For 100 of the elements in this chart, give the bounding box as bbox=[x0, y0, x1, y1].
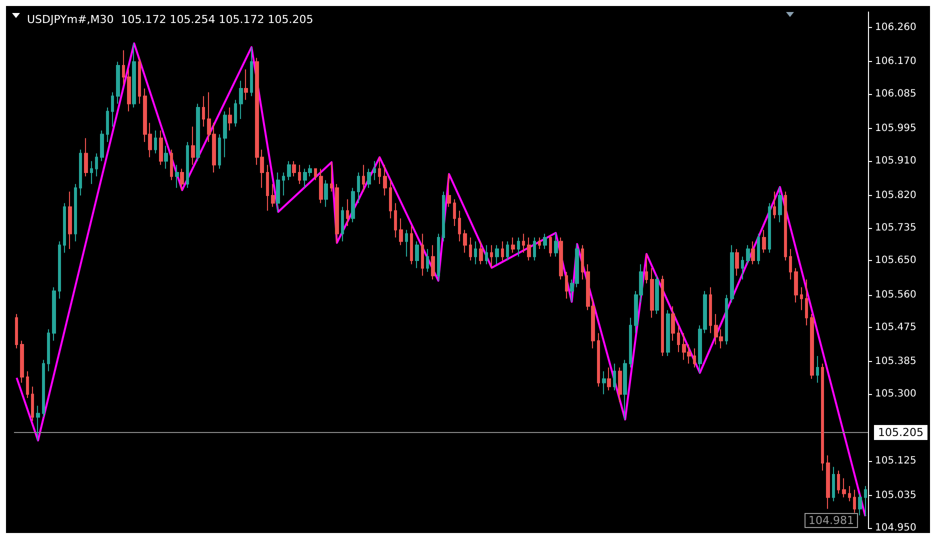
candlestick bbox=[650, 268, 654, 318]
candlestick bbox=[36, 405, 40, 441]
candlestick bbox=[474, 240, 477, 265]
candlestick bbox=[463, 229, 467, 254]
candlestick bbox=[42, 359, 45, 418]
candlestick bbox=[378, 156, 381, 184]
candlestick bbox=[666, 310, 670, 356]
y-tick-label: 105.910 bbox=[875, 156, 916, 167]
candlestick bbox=[74, 184, 77, 242]
candlestick bbox=[501, 240, 504, 261]
candlestick bbox=[330, 162, 333, 192]
candlestick bbox=[180, 168, 184, 191]
y-tick-label: 106.085 bbox=[875, 88, 916, 100]
candlestick bbox=[373, 160, 376, 181]
candlestick bbox=[607, 366, 611, 391]
candlestick bbox=[122, 50, 125, 86]
candlestick bbox=[837, 470, 840, 494]
candlestick bbox=[602, 370, 606, 395]
candlestick bbox=[228, 107, 232, 131]
candlestick bbox=[821, 363, 824, 472]
candlestick bbox=[469, 237, 472, 261]
candlestick bbox=[671, 306, 675, 342]
candlestick bbox=[95, 152, 98, 177]
candlestick bbox=[810, 313, 814, 380]
y-tick-label: 105.995 bbox=[875, 123, 916, 134]
candlestick bbox=[116, 61, 120, 104]
candlestick bbox=[864, 485, 867, 517]
y-tick-label: 104.950 bbox=[875, 522, 916, 534]
candlestick bbox=[26, 370, 29, 399]
candlestick bbox=[383, 164, 387, 196]
y-tick-label: 105.035 bbox=[875, 490, 916, 502]
candlestick bbox=[127, 68, 131, 112]
candlestick bbox=[341, 206, 344, 242]
candlestick bbox=[175, 164, 179, 188]
y-tick-label: 105.385 bbox=[875, 356, 916, 368]
candlestick bbox=[319, 168, 323, 204]
ref-line-label: 105.205 bbox=[878, 426, 924, 439]
candlestick bbox=[405, 229, 408, 258]
candlestick bbox=[106, 107, 109, 142]
candlestick bbox=[768, 202, 771, 254]
candlestick bbox=[250, 46, 253, 97]
y-tick-label: 106.260 bbox=[875, 22, 916, 33]
candlestick bbox=[154, 130, 157, 154]
y-tick-label: 105.125 bbox=[875, 456, 916, 467]
candlestick bbox=[784, 191, 787, 261]
candlestick bbox=[266, 164, 269, 212]
chart-title: USDJPYm#,M30 105.172 105.254 105.172 105.205 bbox=[27, 13, 314, 26]
candlestick bbox=[495, 244, 499, 265]
candlestick bbox=[52, 286, 56, 342]
candlestick bbox=[618, 366, 622, 402]
y-tick-label: 105.300 bbox=[875, 388, 916, 400]
candlestick bbox=[276, 172, 280, 212]
candlestick bbox=[549, 235, 552, 258]
candlestick bbox=[629, 317, 632, 368]
candlestick bbox=[757, 233, 760, 265]
candlestick bbox=[778, 186, 782, 223]
candlestick bbox=[31, 386, 34, 422]
candlestick bbox=[490, 244, 493, 268]
y-tick-label: 105.475 bbox=[875, 322, 916, 333]
candlestick bbox=[543, 233, 547, 250]
candlestick bbox=[58, 240, 61, 300]
candlestick bbox=[485, 244, 488, 265]
candlestick bbox=[20, 340, 24, 384]
candlestick bbox=[431, 244, 435, 280]
candlestick bbox=[298, 164, 301, 184]
candlestick bbox=[735, 248, 739, 276]
candlestick bbox=[832, 466, 835, 502]
candlestick bbox=[287, 160, 291, 181]
candlestick bbox=[324, 180, 328, 208]
candlestick bbox=[170, 149, 173, 181]
candlestick bbox=[223, 110, 227, 158]
candlestick bbox=[506, 240, 509, 261]
candlestick bbox=[415, 240, 419, 269]
candlestick bbox=[789, 248, 792, 280]
candlestick bbox=[244, 68, 248, 100]
candlestick bbox=[805, 279, 808, 326]
candlestick bbox=[314, 168, 317, 181]
candlestick bbox=[527, 237, 531, 261]
candlestick bbox=[234, 99, 237, 128]
candlestick bbox=[533, 237, 536, 261]
candlestick bbox=[826, 454, 830, 510]
candlestick bbox=[367, 168, 371, 188]
candlestick bbox=[746, 244, 750, 265]
candlestick bbox=[399, 218, 403, 246]
candlestick bbox=[335, 184, 339, 244]
candlestick bbox=[858, 493, 862, 516]
candlestick bbox=[730, 244, 734, 303]
candlestick bbox=[848, 485, 851, 502]
candlestick bbox=[655, 275, 659, 314]
candlestick bbox=[191, 126, 195, 166]
candlestick bbox=[15, 313, 18, 349]
candlestick bbox=[426, 248, 429, 272]
candlestick bbox=[693, 348, 696, 368]
candlestick bbox=[479, 240, 483, 265]
annotation: 104.981 bbox=[808, 514, 854, 527]
candlestick bbox=[597, 332, 600, 388]
candlestick bbox=[138, 57, 141, 104]
candlestick bbox=[421, 233, 424, 276]
y-tick-label: 105.820 bbox=[875, 190, 916, 201]
candlestick bbox=[677, 324, 680, 353]
